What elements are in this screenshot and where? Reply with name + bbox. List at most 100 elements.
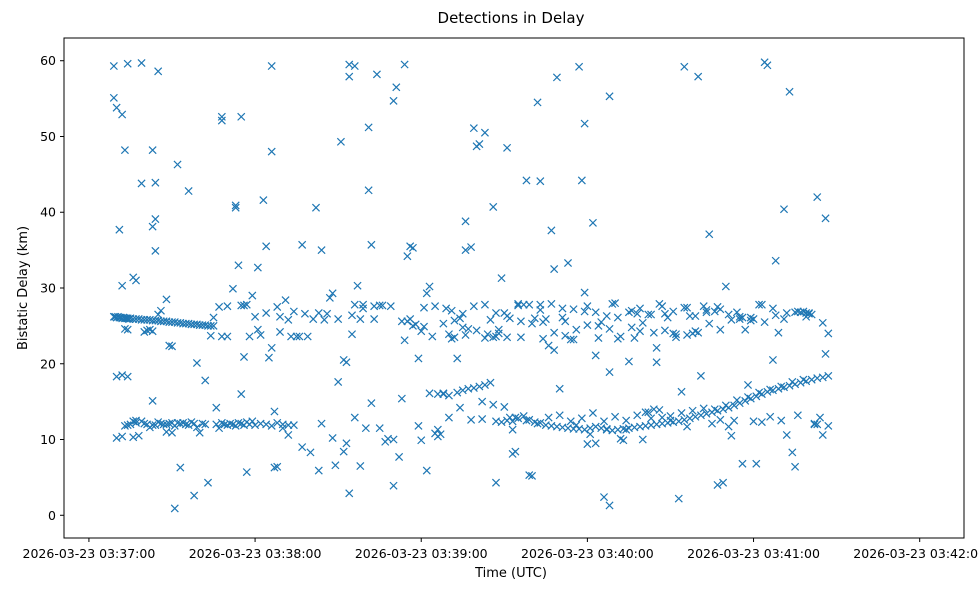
detection-point [705, 319, 714, 328]
detection-point [503, 333, 512, 342]
detection-point [558, 313, 567, 322]
detection-point [400, 60, 409, 69]
detection-point [273, 462, 282, 471]
detection-point [217, 116, 226, 125]
detection-point [489, 333, 498, 342]
detection-point [627, 323, 636, 332]
detection-point [298, 443, 307, 452]
detection-point [176, 463, 185, 472]
detection-point [253, 263, 262, 272]
detection-point [248, 417, 257, 426]
detection-point [752, 459, 761, 468]
detection-point [397, 394, 406, 403]
detection-point [226, 419, 235, 428]
detection-point [536, 177, 545, 186]
detection-point [419, 303, 429, 312]
detection-point [386, 302, 395, 311]
detection-point [694, 328, 703, 337]
detection-point [522, 176, 531, 185]
detection-point [234, 261, 243, 270]
detection-point [228, 284, 237, 293]
detection-point [694, 72, 703, 81]
detection-point [539, 334, 548, 343]
detection-point [331, 461, 340, 470]
detection-point [583, 302, 592, 311]
detection-point [480, 380, 489, 389]
detection-point [417, 327, 426, 336]
detection-point [325, 293, 334, 302]
detection-point [544, 341, 553, 350]
detection-point [605, 92, 614, 101]
detection-point [350, 300, 359, 309]
detection-point [480, 333, 489, 343]
detection-point [716, 415, 725, 424]
detection-point [550, 328, 559, 337]
detection-point [605, 501, 614, 510]
detection-point [624, 357, 633, 366]
detection-point [192, 423, 201, 432]
detection-point [489, 202, 498, 211]
detection-point [583, 440, 592, 449]
detection-point [652, 343, 661, 352]
detection-point [364, 186, 373, 195]
detection-point [699, 404, 708, 413]
detection-point [298, 240, 307, 249]
detection-point [270, 463, 279, 472]
detection-point [683, 422, 692, 431]
detection-point [118, 110, 127, 119]
detection-point [148, 421, 157, 430]
detection-point [154, 67, 163, 76]
detection-point [550, 346, 559, 355]
detection-point [669, 329, 678, 338]
detection-point [342, 358, 351, 367]
detection-point [599, 417, 609, 426]
detection-point [311, 203, 321, 212]
detection-point [580, 119, 589, 128]
detection-point [361, 424, 370, 433]
detection-point [206, 331, 215, 340]
detection-point [342, 439, 351, 448]
detection-point [109, 93, 118, 102]
detection-point [602, 312, 611, 321]
detection-point [300, 309, 309, 318]
detection-point [821, 349, 830, 358]
detection-point [248, 291, 257, 300]
detection-point [195, 428, 204, 437]
detection-point [544, 413, 553, 422]
detection-point [730, 416, 739, 425]
detection-point [611, 299, 620, 308]
detection-point [453, 354, 462, 363]
detection-point [516, 333, 525, 342]
detection-point [395, 452, 404, 461]
detection-point [533, 419, 542, 428]
detection-point [649, 328, 658, 337]
detection-point [624, 308, 633, 317]
detection-point [791, 308, 800, 317]
detection-point [165, 419, 174, 428]
detection-point [314, 308, 323, 318]
detection-point [356, 315, 365, 324]
x-tick-label: 2026-03-23 03:39:00 [355, 546, 488, 561]
detection-point [433, 425, 442, 434]
detection-point [292, 332, 301, 341]
detection-point [533, 98, 542, 107]
detection-point [284, 430, 293, 439]
detection-point [527, 319, 537, 328]
detection-point [721, 282, 730, 291]
y-tick-label: 0 [48, 508, 56, 523]
detection-point [134, 431, 143, 440]
detection-point [525, 471, 534, 480]
detection-point [201, 376, 210, 385]
detection-point [151, 215, 160, 224]
x-tick-label: 2026-03-23 03:41:00 [687, 546, 820, 561]
detection-point [768, 304, 777, 313]
detection-point [123, 372, 132, 381]
detection-point [804, 308, 813, 318]
detection-point [516, 317, 525, 326]
detection-point [478, 397, 487, 406]
detection-point [123, 325, 132, 334]
detection-point [691, 312, 700, 321]
detection-point [314, 466, 323, 475]
detection-point [422, 289, 431, 298]
detection-point [239, 352, 249, 361]
